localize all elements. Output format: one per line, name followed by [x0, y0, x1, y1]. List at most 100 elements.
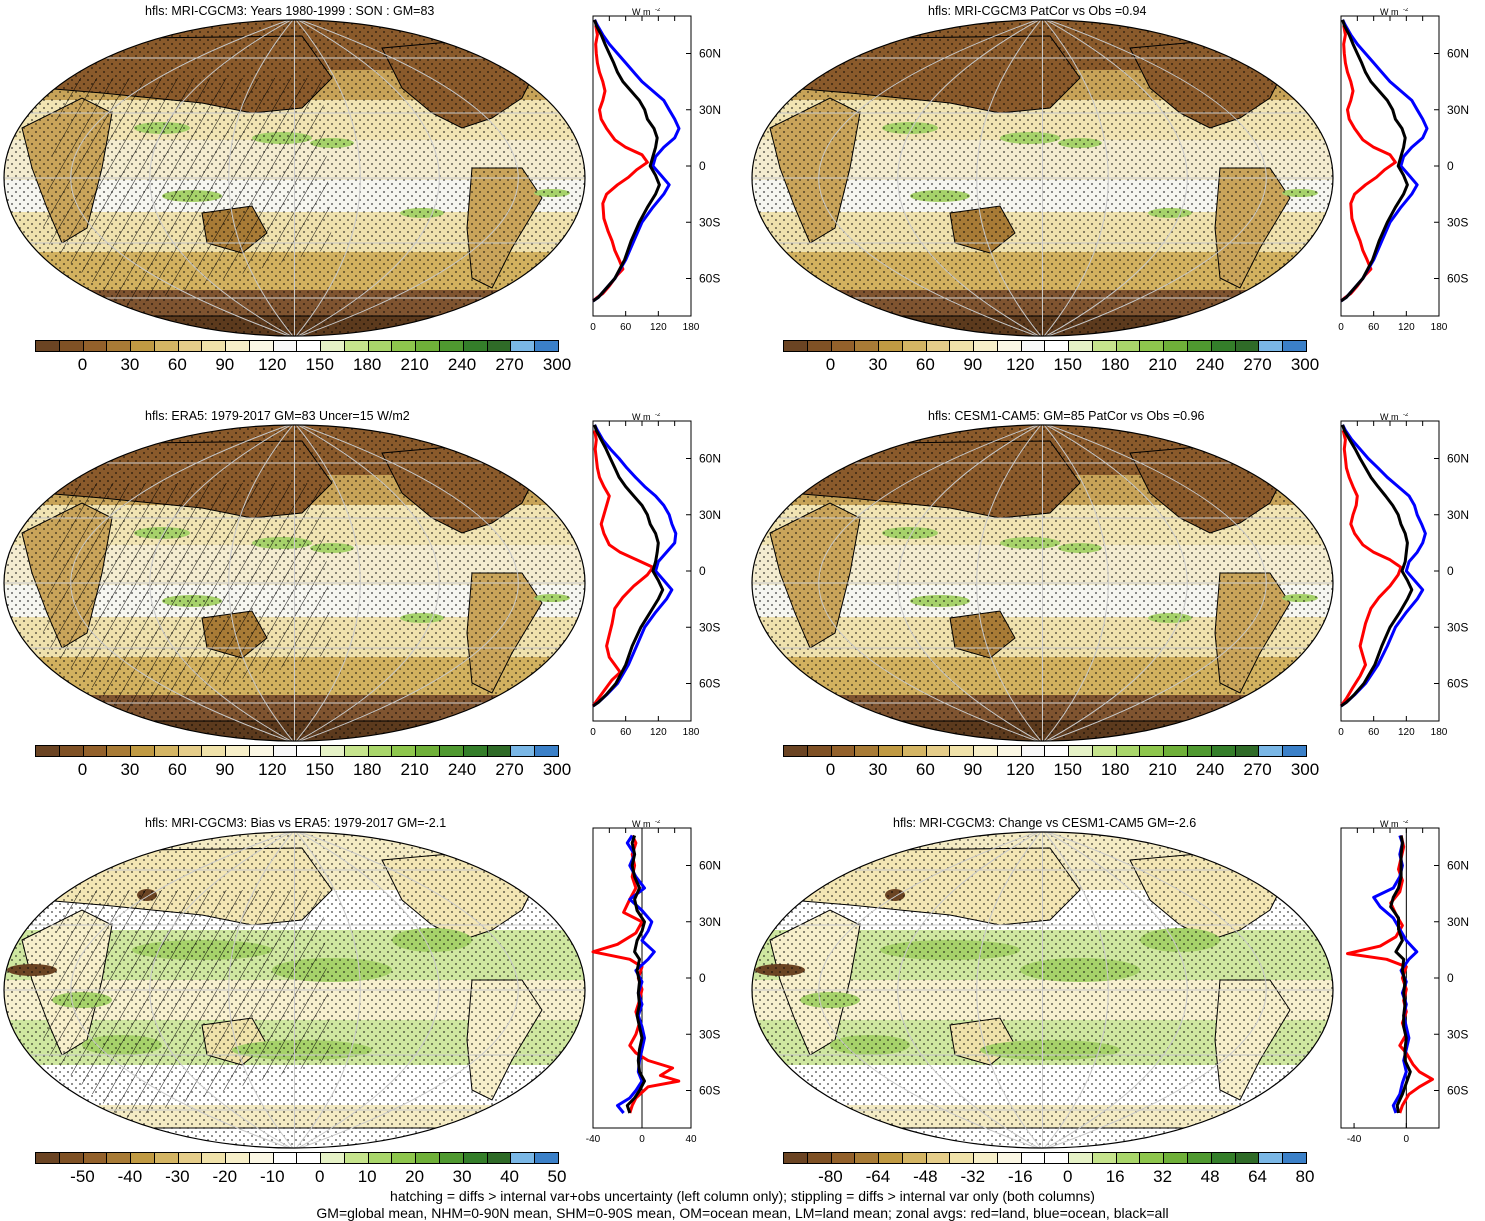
colorbar-swatch [107, 1153, 132, 1163]
colorbar-swatch [368, 341, 393, 351]
profile-x-tick-label: 180 [1431, 727, 1448, 738]
colorbar [783, 1152, 1307, 1164]
colorbar-swatch [1211, 746, 1236, 756]
panel-era5: hfls: ERA5: 1979-2017 GM=83 Uncer=15 W/m… [0, 405, 742, 810]
profile-unit-exponent: -2 [1403, 413, 1409, 418]
latitude-tick-label: 0 [1447, 971, 1454, 985]
colorbar-swatch [1021, 746, 1046, 756]
colorbar-swatch [974, 341, 998, 351]
colorbar-tick-label: 120 [1006, 355, 1035, 374]
zonal-profile: W m -2 60N 30N 0 30S 60S 0 60 120 180 [1338, 8, 1469, 333]
colorbar-swatch [1092, 1153, 1117, 1163]
colorbar-swatch [1092, 341, 1117, 351]
colorbar-swatch [131, 746, 155, 756]
colorbar-swatch [1045, 1153, 1070, 1163]
colorbar [35, 745, 559, 757]
latitude-tick-label: 30N [1447, 915, 1469, 929]
colorbar-swatch [1021, 341, 1046, 351]
colorbar-swatch [154, 1153, 179, 1163]
colorbar-swatch [807, 746, 832, 756]
colorbar-swatch [902, 1153, 927, 1163]
colorbar-swatch [1259, 1153, 1284, 1163]
colorbar-tick-label: 150 [305, 355, 334, 374]
colorbar-swatch [1069, 746, 1093, 756]
colorbar-tick-label: 270 [1243, 760, 1272, 779]
colorbar-swatch [178, 341, 203, 351]
colorbar-swatch [202, 341, 227, 351]
colorbar-tick-label: -48 [913, 1167, 938, 1186]
colorbar-tick-label: 240 [447, 760, 477, 779]
colorbar-swatch [831, 341, 856, 351]
profile-x-tick-label: 120 [1398, 727, 1415, 738]
colorbar-swatch [107, 341, 132, 351]
colorbar-tick-label: -20 [212, 1167, 238, 1186]
panel-title: hfls: ERA5: 1979-2017 GM=83 Uncer=15 W/m… [145, 409, 410, 423]
latitude-tick-label: 30S [1447, 215, 1468, 229]
colorbar-swatch [59, 1153, 84, 1163]
latitude-tick-label: 30N [1447, 508, 1469, 522]
colorbar-swatch [178, 1153, 203, 1163]
colorbar-swatch [36, 341, 60, 351]
colorbar-tick-label: -10 [259, 1167, 285, 1186]
colorbar-swatch [1069, 1153, 1093, 1163]
colorbar-swatch [368, 1153, 393, 1163]
colorbar-swatch [131, 1153, 155, 1163]
colorbar-tick-label: 270 [1243, 355, 1272, 374]
colorbar-tick-label: 0 [77, 760, 88, 779]
colorbar-swatch [950, 1153, 975, 1163]
world-map [3, 424, 586, 742]
colorbar-tick-label: 300 [542, 760, 572, 779]
colorbar-swatch [83, 746, 108, 756]
colorbar-swatch [36, 1153, 60, 1163]
colorbar-swatch [249, 341, 274, 351]
colorbar-swatch [321, 746, 345, 756]
colorbar-swatch [1188, 1153, 1212, 1163]
latitude-tick-label: 30S [699, 1027, 720, 1041]
colorbar-swatch [997, 746, 1022, 756]
colorbar-swatch [392, 746, 417, 756]
colorbar-swatch [511, 1153, 536, 1163]
colorbar-swatch [344, 341, 369, 351]
colorbar-tick-label: 0 [825, 355, 836, 374]
footer-line-1: hatching = diffs > internal var+obs unce… [390, 1188, 1095, 1204]
colorbar-tick-label: 30 [868, 760, 888, 779]
zonal-all-line [592, 424, 665, 708]
panel-mri: hfls: MRI-CGCM3: Years 1980-1999 : SON :… [0, 0, 742, 405]
colorbar-tick-label: 0 [825, 760, 836, 779]
latitude-tick-label: 0 [699, 971, 706, 985]
colorbar-tick-label: 60 [915, 355, 935, 374]
zonal-all-line [592, 19, 661, 303]
profile-x-tick-label: 120 [650, 727, 667, 738]
colorbar-tick-label: 60 [167, 760, 187, 779]
colorbar-swatch [178, 746, 203, 756]
colorbar-tick-label: 30 [120, 355, 140, 374]
colorbar-tick-label: 300 [1290, 355, 1320, 374]
colorbar-swatch [83, 341, 108, 351]
colorbar-swatch [997, 341, 1022, 351]
latitude-tick-label: 30N [1447, 103, 1469, 117]
colorbar-swatch [59, 746, 84, 756]
colorbar-swatch [487, 341, 512, 351]
colorbar-swatch [1140, 746, 1165, 756]
colorbar-tick-label: 120 [258, 355, 287, 374]
colorbar-swatch [226, 1153, 250, 1163]
colorbar-tick-label: 30 [868, 355, 888, 374]
colorbar-tick-label: 40 [500, 1167, 519, 1186]
latitude-tick-label: 30S [699, 215, 720, 229]
profile-unit-exponent: -2 [1403, 820, 1409, 825]
latitude-tick-label: 60N [699, 47, 721, 61]
panel-title: hfls: MRI-CGCM3: Bias vs ERA5: 1979-2017… [145, 816, 447, 830]
world-map [751, 831, 1334, 1149]
colorbar [35, 1152, 559, 1164]
profile-x-tick-label: 40 [685, 1134, 697, 1145]
colorbar-swatch [855, 746, 880, 756]
colorbar-tick-label: 150 [1053, 760, 1082, 779]
zonal-profile: W m -2 60N 30N 0 30S 60S -40 0 40 [586, 820, 721, 1145]
latitude-tick-label: 0 [1447, 564, 1454, 578]
profile-x-tick-label: 180 [683, 727, 700, 738]
world-map [751, 19, 1334, 337]
profile-unit: W m [632, 413, 651, 422]
colorbar-tick-label: 240 [1195, 355, 1225, 374]
colorbar-swatch [1045, 746, 1070, 756]
profile-x-tick-label: 120 [650, 322, 667, 333]
